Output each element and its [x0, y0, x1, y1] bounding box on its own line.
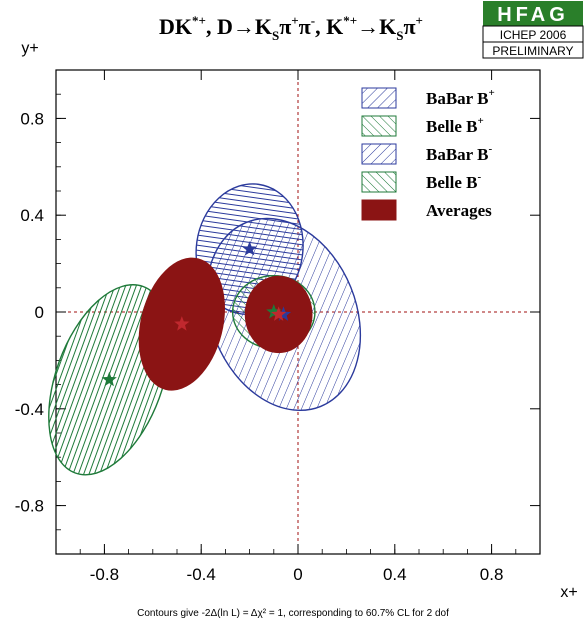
x-tick-label: 0.8: [480, 565, 504, 584]
x-axis-label: x+: [560, 584, 577, 601]
legend-swatch: [361, 87, 397, 109]
svg-text:HFAG: HFAG: [497, 4, 569, 26]
y-tick-label: 0: [35, 303, 44, 322]
y-axis-label: y+: [21, 40, 38, 57]
star-marker-belle-b-: [266, 304, 282, 319]
footnote: Contours give -2Δ(ln L) = Δχ² = 1, corre…: [137, 608, 449, 619]
legend-label: Averages: [426, 201, 492, 220]
y-tick-label: -0.8: [15, 497, 44, 516]
legend-swatch: [361, 115, 397, 137]
hfag-logo: HFAG ICHEP 2006 PRELIMINARY: [482, 1, 584, 59]
legend-swatch: [361, 143, 397, 165]
preliminary-label: PRELIMINARY: [492, 44, 573, 58]
chart-title: DK*+, D→KSπ+π-, K*+→KSπ+: [159, 13, 423, 43]
star-marker-babar-b-: [241, 241, 258, 256]
x-tick-label: -0.8: [90, 565, 119, 584]
legend-label: Belle B+: [426, 115, 484, 136]
legend-label: Belle B-: [426, 171, 481, 192]
star-marker-belle-b-: [101, 371, 117, 387]
legend-swatch: [361, 199, 397, 221]
legend-swatch: [361, 171, 397, 193]
y-tick-label: 0.8: [20, 109, 44, 128]
x-tick-label: 0.4: [383, 565, 407, 584]
plot-area: -0.8 -0.4 0 0.4 0.8 -0.8 -0.4 0 0.4 0.8 BaBar B+ Be…: [15, 69, 541, 584]
conference-label: ICHEP 2006: [500, 28, 567, 42]
legend-label: BaBar B-: [426, 143, 493, 164]
x-tick-label: 0: [293, 565, 302, 584]
x-tick-label: -0.4: [187, 565, 216, 584]
star-marker-average-b-: [271, 306, 287, 321]
legend-label: BaBar B+: [426, 87, 495, 108]
y-tick-label: -0.4: [15, 400, 44, 419]
y-tick-label: 0.4: [20, 206, 44, 225]
star-marker-average-b-: [174, 316, 190, 331]
